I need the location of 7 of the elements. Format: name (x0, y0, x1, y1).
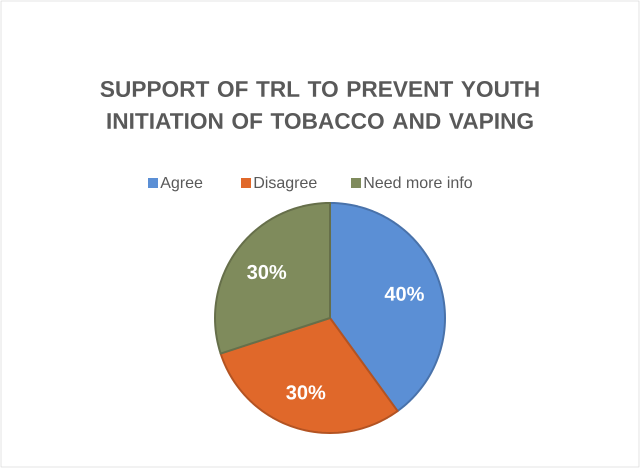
data-label: 40% (384, 286, 424, 301)
data-label: 30% (286, 385, 326, 400)
legend-label: Disagree (254, 176, 317, 192)
legend-label: Agree (160, 176, 202, 192)
chart-title: SUPPORT OF TRL TO PREVENT YOUTH INITIATION OF TOBACCO AND VAPING (100, 80, 539, 130)
legend-label: Need more info (364, 176, 472, 188)
data-label: 30% (247, 264, 286, 280)
